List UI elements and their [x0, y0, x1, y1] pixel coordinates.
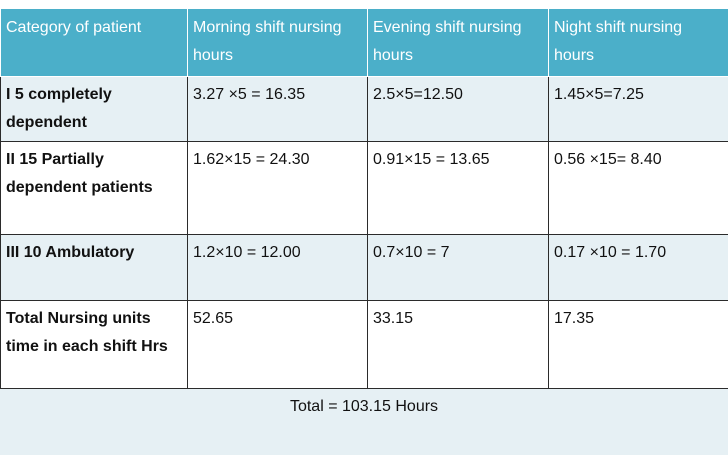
row-evening-value: 2.5×5=12.50	[367, 76, 549, 142]
header-category: Category of patient	[0, 8, 188, 77]
row-night-value: 0.56 ×15= 8.40	[548, 141, 728, 235]
grand-total-row: Total = 103.15 Hours	[0, 388, 728, 455]
table-row: I 5 completely dependent 3.27 ×5 = 16.35…	[0, 76, 728, 142]
row-night-value: 0.17 ×10 = 1.70	[548, 234, 728, 301]
row-category: III 10 Ambulatory	[0, 234, 188, 301]
row-morning-value: 3.27 ×5 = 16.35	[187, 76, 368, 142]
table-row-total: Total Nursing units time in each shift H…	[0, 300, 728, 389]
row-night-total: 17.35	[548, 300, 728, 389]
table-header-row: Category of patient Morning shift nursin…	[0, 8, 728, 77]
table-row: III 10 Ambulatory 1.2×10 = 12.00 0.7×10 …	[0, 234, 728, 301]
row-category: I 5 completely dependent	[0, 76, 188, 142]
row-evening-value: 0.91×15 = 13.65	[367, 141, 549, 235]
nursing-hours-table: Category of patient Morning shift nursin…	[0, 8, 728, 389]
header-morning-shift: Morning shift nursing hours	[187, 8, 368, 77]
table-row: II 15 Partially dependent patients 1.62×…	[0, 141, 728, 235]
header-evening-shift: Evening shift nursing hours	[367, 8, 549, 77]
row-morning-total: 52.65	[187, 300, 368, 389]
row-evening-total: 33.15	[367, 300, 549, 389]
row-night-value: 1.45×5=7.25	[548, 76, 728, 142]
row-morning-value: 1.62×15 = 24.30	[187, 141, 368, 235]
grand-total-text: Total = 103.15 Hours	[289, 398, 439, 415]
row-evening-value: 0.7×10 = 7	[367, 234, 549, 301]
header-night-shift: Night shift nursing hours	[548, 8, 728, 77]
row-category: II 15 Partially dependent patients	[0, 141, 188, 235]
row-category: Total Nursing units time in each shift H…	[0, 300, 188, 389]
row-morning-value: 1.2×10 = 12.00	[187, 234, 368, 301]
